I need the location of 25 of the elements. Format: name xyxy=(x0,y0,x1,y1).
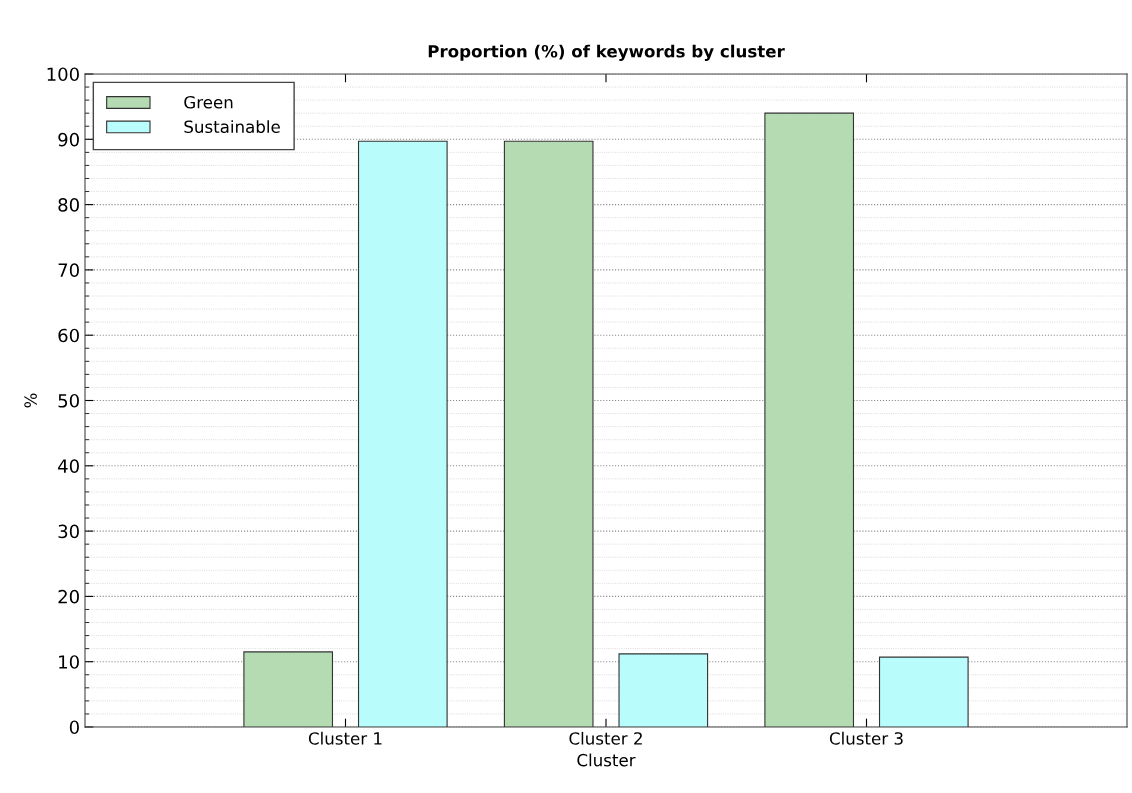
y-tick-label: 100 xyxy=(47,67,79,82)
bar xyxy=(764,112,855,727)
y-tick-label: 50 xyxy=(58,393,79,408)
legend-label: Green xyxy=(184,95,233,109)
y-tick-label: 80 xyxy=(58,198,79,212)
y-tick-label: 40 xyxy=(58,459,79,473)
bar xyxy=(618,653,709,727)
bar xyxy=(243,651,334,727)
x-axis-title: Cluster xyxy=(577,753,636,767)
x-tick-label: Cluster 1 xyxy=(308,731,382,745)
x-tick-label: Cluster 2 xyxy=(569,731,642,745)
y-tick-label: 70 xyxy=(58,263,79,278)
x-tick-label: Cluster 3 xyxy=(829,731,903,745)
y-tick-label: 10 xyxy=(59,655,79,669)
y-tick-label: 0 xyxy=(69,720,79,735)
y-tick-label: 30 xyxy=(58,524,79,539)
y-tick-label: 90 xyxy=(58,132,79,147)
y-tick-label: 20 xyxy=(58,589,79,604)
y-tick-label: 60 xyxy=(58,328,79,343)
legend-label: Sustainable xyxy=(184,120,280,134)
chart-title: Proportion (%) of keywords by cluster xyxy=(428,44,785,61)
bar xyxy=(503,140,594,727)
y-axis-title: % xyxy=(24,393,37,408)
bar xyxy=(878,656,969,727)
bar xyxy=(357,140,448,727)
